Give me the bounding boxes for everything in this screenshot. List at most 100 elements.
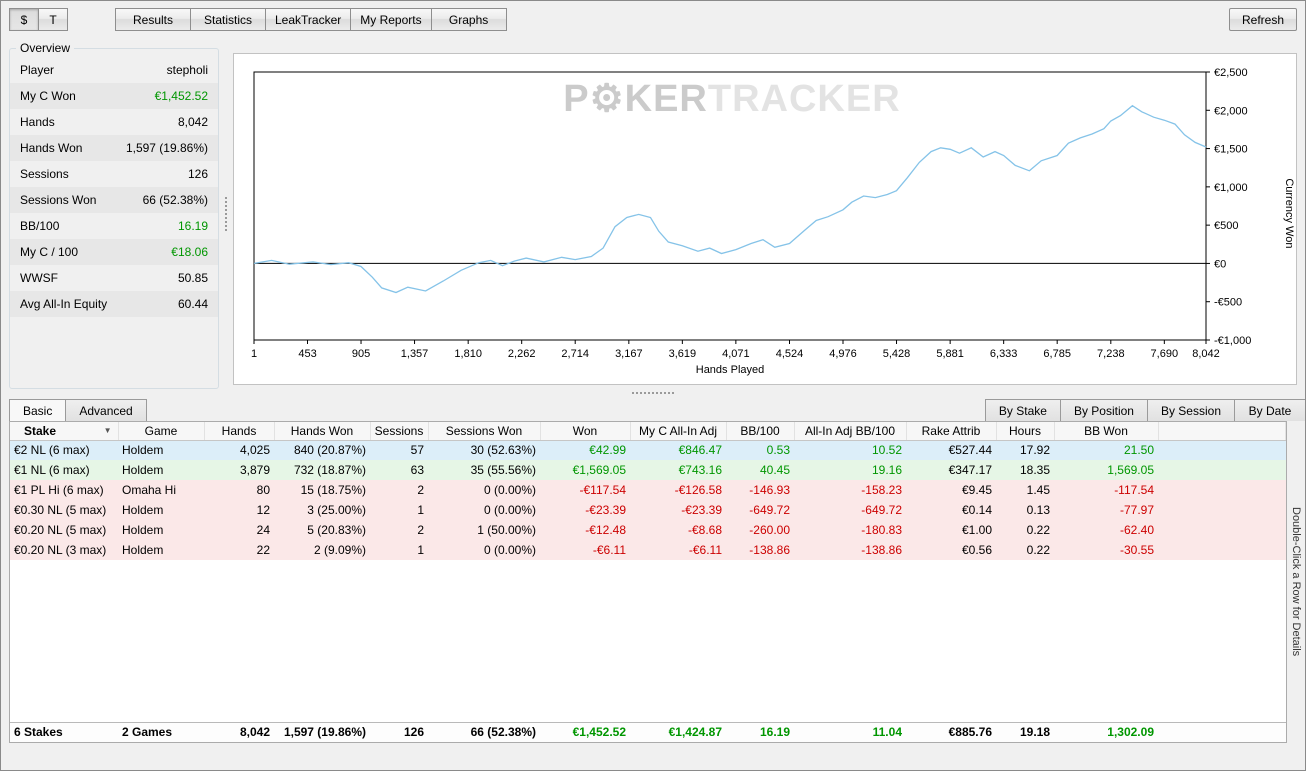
svg-text:€1,000: €1,000	[1214, 182, 1248, 194]
cell-stake: €0.20 NL (3 max)	[14, 543, 107, 557]
svg-text:-€1,000: -€1,000	[1214, 335, 1251, 347]
total-my-c-all-in-adj: €1,424.87	[630, 721, 726, 742]
cell-game: Holdem	[122, 463, 164, 477]
stakes-table: Stake ▼ Game Hands Hands Won Sessions Ses…	[10, 422, 1287, 560]
svg-text:6,333: 6,333	[990, 348, 1018, 360]
cell-sessions: 1	[417, 543, 424, 557]
cell-sessions-won: 0 (0.00%)	[483, 503, 536, 517]
table-row[interactable]: €0.20 NL (5 max) Holdem 24 5 (20.83%) 2 …	[10, 520, 1286, 540]
cell-hands-won: 3 (25.00%)	[307, 503, 366, 517]
overview-title: Overview	[20, 41, 71, 55]
cell-bb-won: 21.50	[1123, 443, 1154, 458]
table-row[interactable]: €2 NL (6 max) Holdem 4,025 840 (20.87%) …	[10, 440, 1286, 460]
cell-rake-attrib: €0.14	[961, 503, 992, 517]
column-header-all-in-adj-bb100[interactable]: All-In Adj BB/100	[794, 422, 907, 441]
toolbar: $ T Results Statistics LeakTracker My Re…	[1, 1, 1305, 35]
cell-game: Holdem	[122, 443, 164, 458]
cell-sessions: 63	[410, 463, 424, 477]
column-header-hands[interactable]: Hands	[204, 422, 275, 441]
total-hands: 8,042	[204, 721, 274, 742]
column-header-bb100[interactable]: BB/100	[726, 422, 795, 441]
by-stake-button[interactable]: By Stake	[984, 399, 1061, 421]
cell-sessions-won: 30 (52.63%)	[470, 443, 536, 458]
totals-row: 6 Stakes 2 Games 8,042 1,597 (19.86%) 12…	[10, 721, 1287, 742]
cell-all-in-adj-bb100: 19.16	[871, 463, 902, 477]
tab-my-reports[interactable]: My Reports	[350, 8, 432, 31]
cell-sessions: 2	[417, 483, 424, 497]
cell-filler	[1158, 440, 1286, 460]
total-games: 2 Games	[118, 721, 204, 742]
cell-bb-won: -117.54	[1114, 483, 1154, 497]
table-empty-area	[10, 560, 1287, 722]
svg-text:6,785: 6,785	[1043, 348, 1071, 360]
tab-leaktracker[interactable]: LeakTracker	[265, 8, 352, 31]
cell-bb100: -138.86	[749, 543, 790, 557]
overview-row-sessions-won: Sessions Won 66 (52.38%)	[10, 187, 218, 213]
cell-game: Holdem	[122, 523, 164, 537]
stat-value: 50.85	[177, 271, 208, 285]
column-header-hours[interactable]: Hours	[996, 422, 1055, 441]
total-sessions: 126	[370, 721, 428, 742]
column-header-rake-attrib[interactable]: Rake Attrib	[906, 422, 997, 441]
cell-hands: 3,879	[239, 463, 270, 477]
cell-hands-won: 2 (9.09%)	[313, 543, 366, 557]
table-row[interactable]: €1 NL (6 max) Holdem 3,879 732 (18.87%) …	[10, 460, 1286, 480]
currency-toggle-button[interactable]: $	[9, 8, 39, 31]
cell-hands-won: 5 (20.83%)	[307, 523, 366, 537]
horizontal-splitter[interactable]	[1, 387, 1305, 399]
cell-rake-attrib: €347.17	[948, 463, 992, 477]
cell-all-in-adj-bb100: -158.23	[861, 483, 902, 497]
total-bb100: 16.19	[726, 721, 794, 742]
by-session-button[interactable]: By Session	[1146, 399, 1235, 421]
table-row[interactable]: €0.30 NL (5 max) Holdem 12 3 (25.00%) 1 …	[10, 500, 1286, 520]
results-body: Stake ▼ Game Hands Hands Won Sessions Ses…	[9, 421, 1305, 743]
cell-stake: €0.20 NL (5 max)	[14, 523, 107, 537]
cell-all-in-adj-bb100: -180.83	[861, 523, 902, 537]
refresh-button[interactable]: Refresh	[1229, 8, 1297, 31]
column-header-won[interactable]: Won	[540, 422, 631, 441]
total-won: €1,452.52	[540, 721, 630, 742]
stake-filter-icon[interactable]: ▼	[103, 426, 112, 435]
overview-row-my-c-won: My C Won €1,452.52	[10, 83, 218, 109]
time-toggle-button[interactable]: T	[38, 8, 68, 31]
svg-text:1,810: 1,810	[454, 348, 482, 360]
hint-strip: Double-Click a Row for Details	[1287, 421, 1305, 743]
column-header-my-c-all-in-adj[interactable]: My C All-In Adj	[630, 422, 727, 441]
column-header-sessions[interactable]: Sessions	[370, 422, 429, 441]
column-header-hands-won[interactable]: Hands Won	[274, 422, 371, 441]
svg-text:5,428: 5,428	[883, 348, 911, 360]
table-row[interactable]: €0.20 NL (3 max) Holdem 22 2 (9.09%) 1 0…	[10, 540, 1286, 560]
total-filler	[1158, 721, 1287, 742]
svg-text:4,976: 4,976	[829, 348, 857, 360]
vertical-splitter[interactable]	[219, 41, 233, 387]
cell-bb100: -146.93	[749, 483, 790, 497]
cell-stake: €1 PL Hi (6 max)	[14, 483, 104, 497]
cell-my-c-all-in-adj: -€8.68	[687, 523, 722, 537]
by-position-button[interactable]: By Position	[1059, 399, 1148, 421]
svg-text:8,042: 8,042	[1192, 348, 1220, 360]
column-header-game[interactable]: Game	[118, 422, 205, 441]
column-header-sessions-won[interactable]: Sessions Won	[428, 422, 541, 441]
cell-sessions-won: 0 (0.00%)	[483, 483, 536, 497]
cell-won: -€12.48	[585, 523, 626, 537]
by-date-button[interactable]: By Date	[1234, 399, 1305, 421]
cell-rake-attrib: €9.45	[961, 483, 992, 497]
svg-text:-€500: -€500	[1214, 297, 1242, 309]
tab-basic[interactable]: Basic	[9, 399, 67, 421]
cell-rake-attrib: €527.44	[948, 443, 992, 458]
column-header-bb-won[interactable]: BB Won	[1054, 422, 1159, 441]
table-row[interactable]: €1 PL Hi (6 max) Omaha Hi 80 15 (18.75%)…	[10, 480, 1286, 500]
stat-label: WWSF	[20, 271, 58, 285]
stat-value: 16.19	[177, 219, 208, 233]
tab-statistics[interactable]: Statistics	[190, 8, 266, 31]
tab-advanced[interactable]: Advanced	[65, 399, 147, 421]
cell-filler	[1158, 500, 1286, 520]
cell-filler	[1158, 460, 1286, 480]
cell-won: -€6.11	[592, 543, 626, 557]
tab-results[interactable]: Results	[115, 8, 191, 31]
y-axis-label: Currency Won	[1283, 178, 1295, 249]
column-header-stake[interactable]: Stake ▼	[10, 422, 119, 441]
tab-graphs[interactable]: Graphs	[430, 8, 507, 31]
stat-label: Sessions	[20, 167, 69, 181]
